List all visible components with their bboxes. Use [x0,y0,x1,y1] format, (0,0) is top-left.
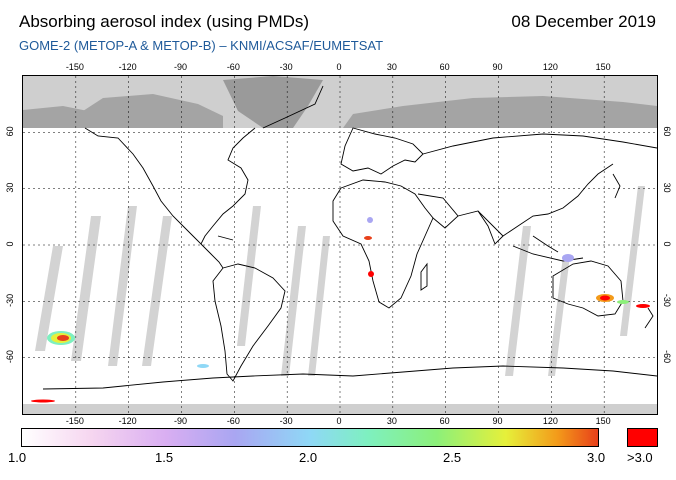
lat-tick-right: 60 [662,126,672,136]
lon-tick-bottom: 150 [596,416,611,426]
lat-tick-right: 0 [662,241,672,246]
lon-tick-bottom: 0 [336,416,341,426]
lon-tick-bottom: 60 [440,416,450,426]
map-date: 08 December 2019 [511,12,656,31]
colorbar-over-box [627,428,658,447]
world-map [22,75,658,415]
colorbar-tick-label: 1.0 [8,450,27,465]
colorbar-tick-label: 2.0 [299,450,318,465]
top-lon-axis [0,0,676,75]
graticule [23,76,657,414]
arctic-alaska-mask [23,106,93,128]
coastlines [42,85,657,390]
lon-tick-bottom: 30 [387,416,397,426]
map-title: Absorbing aerosol index (using PMDs) [19,12,310,31]
lon-tick-bottom: 120 [543,416,558,426]
lat-tick-left: 0 [5,241,15,246]
lon-tick-bottom: 90 [492,416,502,426]
arctic-canada-mask [83,94,223,128]
aerosol-hotspots [31,217,650,403]
lat-tick-left: -30 [5,294,15,307]
lon-tick-bottom: -120 [119,416,137,426]
lat-tick-left: -60 [5,350,15,363]
colorbar-over-label: >3.0 [627,450,653,465]
map-subtitle: GOME-2 (METOP-A & METOP-B) – KNMI/ACSAF/… [19,38,384,53]
lon-tick-bottom: -90 [174,416,187,426]
greenland-mask [223,76,323,128]
lon-tick-bottom: -60 [227,416,240,426]
lat-tick-left: 60 [5,126,15,136]
orbit-gap-stripes [35,186,645,376]
arctic-russia-mask [343,96,657,128]
colorbar-tick-label: 2.5 [443,450,462,465]
lat-tick-right: -60 [662,350,672,363]
lat-tick-left: 30 [5,183,15,193]
lon-tick-bottom: -30 [280,416,293,426]
colorbar [21,428,599,447]
colorbar-tick-label: 3.0 [587,450,606,465]
map-canvas [23,76,657,414]
lat-tick-right: 30 [662,183,672,193]
colorbar-tick-label: 1.5 [155,450,174,465]
lat-tick-right: -30 [662,294,672,307]
antarctic-no-data-band [23,404,657,414]
lon-tick-bottom: -150 [66,416,84,426]
